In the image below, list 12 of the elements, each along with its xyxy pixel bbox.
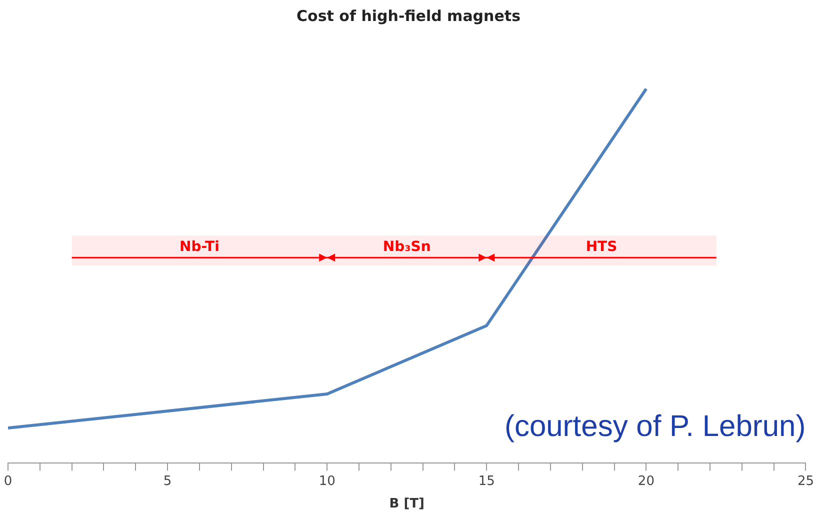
chart-title: Cost of high-field magnets [296,6,521,25]
x-tick-label: 0 [4,474,12,489]
x-tick-label: 25 [797,474,814,489]
x-axis-title: B [T] [389,496,424,512]
x-tick-label: 5 [163,474,172,489]
x-tick-label: 20 [638,474,654,489]
x-tick-label: 10 [318,474,336,489]
band-label: Nb-Ti [180,239,220,256]
band-label: HTS [586,239,618,256]
band-label: Nb₃Sn [382,239,431,256]
x-tick-label: 15 [478,474,495,489]
annotation: (courtesy of P. Lebrun) [504,410,806,444]
